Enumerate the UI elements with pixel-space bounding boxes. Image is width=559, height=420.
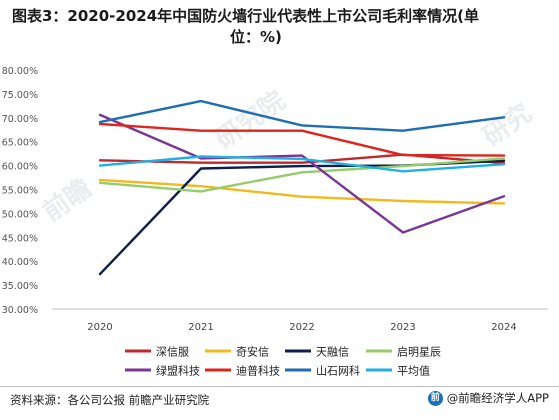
x-tick-label: 2022: [289, 322, 314, 333]
legend-item: 奇安信: [205, 345, 269, 359]
legend-label: 平均值: [397, 365, 430, 378]
chart-title-line2: 位：%): [230, 28, 282, 46]
legend-label: 绿盟科技: [156, 364, 200, 378]
legend-label: 深信服: [156, 346, 189, 359]
series-line-山石网科: [98, 99, 506, 132]
y-tick-label: 60.00%: [2, 162, 38, 173]
y-tick-label: 65.00%: [2, 138, 38, 149]
legend-item: 天融信: [285, 346, 349, 359]
x-tick-label: 2020: [87, 322, 112, 333]
legend-label: 迪普科技: [236, 364, 280, 378]
legend-item: 山石网科: [285, 364, 360, 378]
series-line-奇安信: [98, 178, 506, 205]
source-note: 资料来源：各公司公报 前瞻产业研究院: [10, 393, 210, 407]
chart-series-lines: [98, 99, 506, 276]
legend-item: 绿盟科技: [125, 364, 200, 378]
y-tick-label: 55.00%: [2, 186, 38, 197]
chart-title: 图表3：2020-2024年中国防火墙行业代表性上市公司毛利率情况(单 位：%): [12, 6, 548, 48]
legend-label: 启明星辰: [397, 346, 441, 359]
x-tick-label: 2024: [491, 322, 516, 333]
series-line-绿盟科技: [98, 113, 506, 234]
legend-item: 平均值: [366, 365, 430, 378]
brand-credit: 前 @前瞻经济学人APP: [427, 390, 549, 406]
chart-axes: 30.00% 35.00% 40.00% 45.00% 50.00% 55.00% 60.0…: [2, 66, 548, 333]
brand-logo-icon: 前: [427, 390, 443, 406]
series-line-启明星辰: [98, 157, 506, 193]
series-line-平均值: [98, 155, 506, 173]
y-tick-label: 40.00%: [2, 257, 38, 268]
series-line-深信服: [98, 153, 506, 165]
y-tick-label: 75.00%: [2, 90, 38, 101]
legend-label: 奇安信: [236, 345, 269, 359]
y-tick-label: 45.00%: [2, 233, 38, 244]
series-line-迪普科技: [98, 122, 506, 157]
legend-label: 山石网科: [316, 364, 360, 378]
brand-text: @前瞻经济学人APP: [446, 391, 549, 405]
y-tick-label: 80.00%: [2, 66, 38, 77]
y-tick-label: 30.00%: [2, 305, 38, 316]
y-tick-label: 50.00%: [2, 209, 38, 220]
legend-item: 启明星辰: [366, 346, 441, 359]
x-tick-label: 2023: [390, 322, 415, 333]
chart-title-line1: 图表3：2020-2024年中国防火墙行业代表性上市公司毛利率情况(单: [12, 7, 480, 25]
y-tick-label: 70.00%: [2, 114, 38, 125]
y-tick-label: 35.00%: [2, 281, 38, 292]
legend-label: 天融信: [316, 346, 349, 359]
legend-item: 深信服: [125, 346, 189, 359]
x-tick-label: 2021: [188, 322, 213, 333]
legend-item: 迪普科技: [205, 364, 280, 378]
footer-divider: [0, 386, 559, 387]
